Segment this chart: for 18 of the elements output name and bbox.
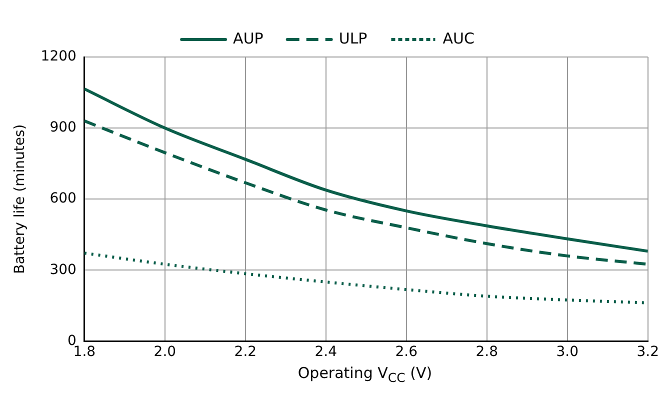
x-tick-label: 2.0 [154,344,176,360]
y-tick-label: 300 [50,262,76,278]
line-series [84,87,648,253]
x-tick-label: 2.2 [234,344,257,360]
x-tick-label: 2.6 [395,344,418,360]
y-axis-title: Battery life (minutes) [12,124,28,274]
line-series [84,119,648,266]
legend-label: AUC [442,29,474,48]
y-tick-label: 600 [50,190,76,207]
x-axis-title: Operating V$_{CC}$ (V) [296,364,434,385]
x-tick-label: 3.0 [556,344,579,360]
y-tick-label: 900 [50,120,76,136]
x-tick-label: 2.8 [476,344,498,360]
x-tick-label: 2.4 [314,344,338,360]
legend-label: ULP [338,29,368,48]
legend-label: AUP [233,29,264,48]
x-tick-label: 3.2 [636,344,659,360]
y-tick-label: 1200 [40,48,76,65]
